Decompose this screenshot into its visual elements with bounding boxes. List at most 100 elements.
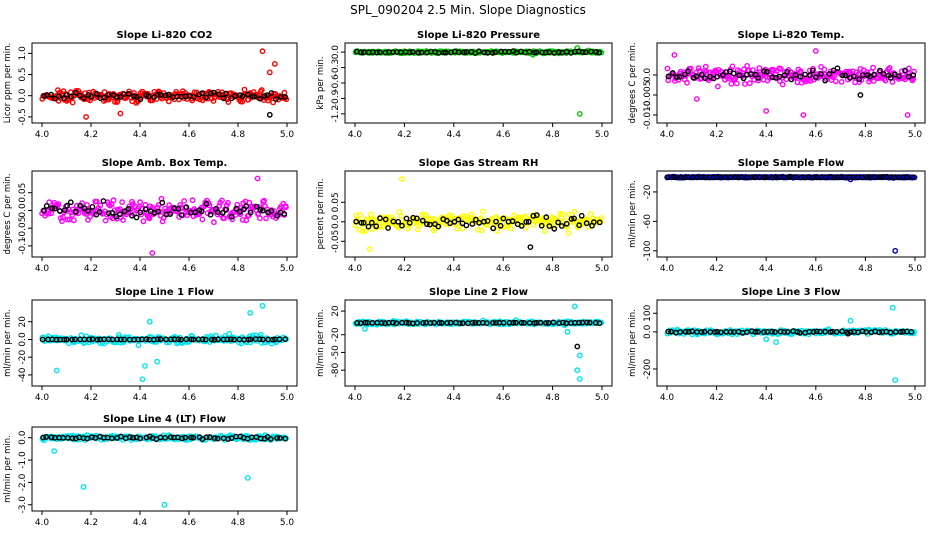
outlier-point <box>571 303 578 310</box>
data-point <box>56 93 62 100</box>
data-point <box>518 319 525 326</box>
x-tick-label: 5.0 <box>595 264 610 274</box>
panel-3: Slope Li-820 Temp. degrees C per min. 4.0 4… <box>628 30 926 140</box>
panel-10: Slope Line 4 (LT) Flow ml/min per min. 4.0… <box>3 414 298 528</box>
panel-5: Slope Gas Stream RH percent per min. 4.0 4.… <box>316 158 613 274</box>
data-point <box>586 319 593 326</box>
data-point <box>792 174 799 181</box>
data-point <box>142 201 149 208</box>
data-point <box>742 81 748 87</box>
data-point <box>61 336 68 343</box>
data-point <box>101 89 108 96</box>
plot-frame <box>344 170 613 258</box>
data-point <box>121 91 127 98</box>
data-point <box>137 199 144 206</box>
data-point <box>178 212 185 219</box>
data-point <box>698 72 705 78</box>
data-point <box>910 75 917 82</box>
data-point <box>112 99 118 105</box>
data-point <box>199 336 206 343</box>
data-point <box>119 199 126 206</box>
data-point <box>125 91 132 97</box>
y-tick-label: -0.5 <box>18 108 28 126</box>
data-point <box>664 174 671 181</box>
data-point <box>52 205 58 212</box>
outlier-point <box>161 501 168 508</box>
data-point <box>727 329 734 335</box>
data-point <box>382 216 389 223</box>
data-point <box>257 95 263 102</box>
data-point <box>558 223 565 229</box>
data-point <box>542 49 549 56</box>
data-point <box>677 329 684 335</box>
y-tick-label: 0.0 <box>331 214 341 229</box>
outlier-point <box>266 111 273 118</box>
x-tick-label: 4.0 <box>660 130 675 140</box>
plot-frame <box>31 170 298 258</box>
data-point <box>693 73 700 80</box>
data-point <box>714 73 721 80</box>
data-point <box>665 328 672 335</box>
data-point <box>125 205 132 212</box>
data-point <box>699 174 705 181</box>
data-point <box>546 223 553 230</box>
x-tick-label: 4.0 <box>348 130 363 140</box>
data-point <box>566 211 572 218</box>
data-point <box>543 214 550 221</box>
data-point <box>475 48 482 55</box>
outlier-point <box>800 112 807 118</box>
outlier-point <box>80 483 87 490</box>
data-point <box>114 94 120 100</box>
data-point <box>420 320 426 326</box>
x-tick-label: 4.2 <box>84 393 98 403</box>
data-point <box>839 72 846 79</box>
data-point <box>886 65 893 71</box>
data-point <box>260 336 266 343</box>
data-point <box>461 49 467 56</box>
x-tick-label: 4.2 <box>709 393 723 403</box>
data-point <box>784 328 791 335</box>
data-point <box>142 206 149 213</box>
data-point <box>109 209 116 216</box>
data-point <box>85 208 92 214</box>
data-point <box>695 65 702 72</box>
data-point <box>685 328 692 335</box>
y-axis-label: kPa per min. <box>316 56 326 109</box>
outlier-point <box>83 114 90 120</box>
outlier-point <box>847 317 854 324</box>
outlier-point <box>141 363 148 369</box>
data-point <box>732 75 739 82</box>
data-point <box>533 49 540 56</box>
outlier-point <box>671 52 678 58</box>
data-point <box>593 49 599 55</box>
data-point <box>183 204 190 211</box>
data-point <box>506 319 513 326</box>
data-point <box>189 197 196 204</box>
data-point <box>121 336 128 343</box>
data-point <box>518 222 525 229</box>
data-point <box>469 221 476 227</box>
y-tick-label: -20 <box>18 350 28 365</box>
figure-title: SPL_090204 2.5 Min. Slope Diagnostics <box>350 3 586 17</box>
data-point <box>746 80 753 87</box>
data-point <box>587 211 594 218</box>
panel-title: Slope Gas Stream RH <box>419 158 539 169</box>
data-point <box>247 336 254 343</box>
x-tick-label: 4.4 <box>133 518 148 528</box>
data-point <box>215 336 222 343</box>
y-axis-label: degrees C per min. <box>628 42 638 123</box>
data-point <box>730 70 737 77</box>
data-point <box>444 320 450 326</box>
y-tick-label: 0.0 <box>643 324 653 339</box>
x-tick-label: 4.0 <box>660 393 675 403</box>
data-point <box>579 49 586 55</box>
data-point <box>822 77 828 84</box>
data-point <box>399 222 405 229</box>
x-tick-label: 5.0 <box>595 393 610 403</box>
data-point <box>175 205 182 212</box>
data-point <box>455 216 462 223</box>
data-point <box>48 434 55 441</box>
data-point <box>143 336 150 343</box>
outlier-point <box>763 336 770 343</box>
data-point <box>564 223 571 230</box>
